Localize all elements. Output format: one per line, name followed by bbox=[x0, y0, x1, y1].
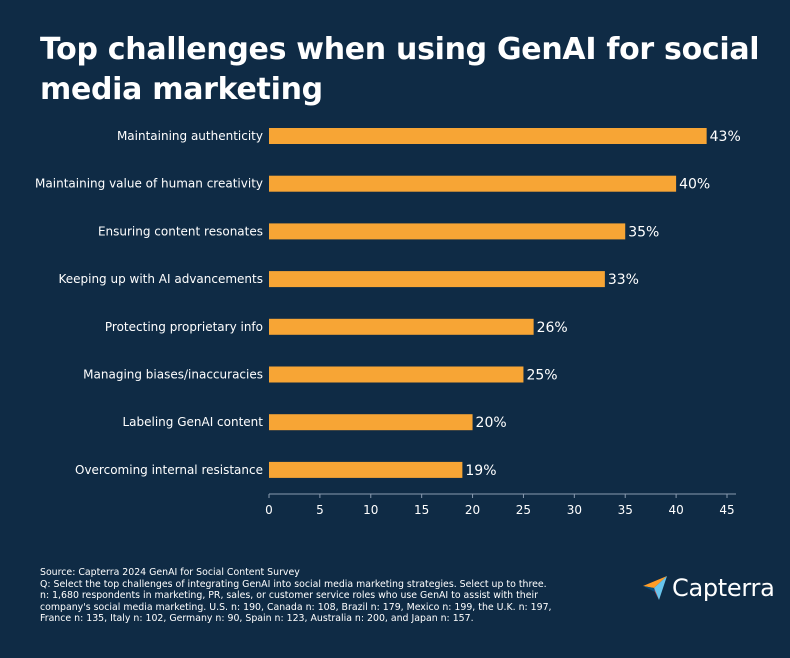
category-label: Keeping up with AI advancements bbox=[58, 272, 263, 286]
bar bbox=[269, 461, 463, 478]
data-label: 35% bbox=[628, 224, 659, 240]
x-tick-label: 5 bbox=[316, 503, 324, 517]
data-label: 43% bbox=[710, 129, 741, 145]
category-label: Managing biases/inaccuracies bbox=[83, 368, 263, 382]
x-tick-label: 20 bbox=[465, 503, 480, 517]
category-label: Maintaining authenticity bbox=[117, 129, 263, 143]
bar bbox=[269, 318, 534, 335]
bar bbox=[269, 128, 707, 144]
bar-chart: Maintaining authenticity 43% Maintaining v… bbox=[35, 128, 741, 517]
capterra-arrow-icon bbox=[643, 576, 667, 600]
chart-title: Top challenges when using GenAI for soci… bbox=[40, 32, 760, 107]
bar bbox=[269, 223, 626, 240]
data-label: 26% bbox=[537, 320, 568, 336]
category-label: Overcoming internal resistance bbox=[75, 463, 263, 477]
data-label: 19% bbox=[465, 463, 496, 479]
category-label: Ensuring content resonates bbox=[98, 224, 263, 238]
footer-notes: Source: Capterra 2024 GenAI for Social C… bbox=[40, 567, 580, 625]
bar bbox=[269, 366, 524, 383]
x-tick-label: 35 bbox=[618, 503, 633, 517]
data-label: 25% bbox=[526, 368, 557, 384]
category-label: Protecting proprietary info bbox=[105, 320, 263, 334]
question-note: Q: Select the top challenges of integrat… bbox=[40, 578, 547, 590]
category-label: Maintaining value of human creativity bbox=[35, 177, 263, 191]
x-tick-label: 45 bbox=[719, 503, 734, 517]
bar bbox=[269, 271, 605, 288]
x-tick-label: 15 bbox=[414, 503, 429, 517]
x-tick-label: 40 bbox=[668, 503, 683, 517]
x-tick-label: 30 bbox=[567, 503, 582, 517]
brand-name: Capterra bbox=[672, 574, 775, 602]
bar bbox=[269, 175, 677, 192]
x-tick-label: 0 bbox=[265, 503, 273, 517]
bar bbox=[269, 414, 473, 431]
x-tick-label: 10 bbox=[363, 503, 378, 517]
category-label: Labeling GenAI content bbox=[122, 415, 263, 429]
bars-layer: Maintaining authenticity 43% Maintaining v… bbox=[35, 128, 741, 479]
data-label: 33% bbox=[608, 272, 639, 288]
sample-note: n: 1,680 respondents in marketing, PR, s… bbox=[40, 590, 552, 625]
x-axis: 0 5 10 15 20 25 30 35 40 45 bbox=[265, 493, 736, 517]
x-tick-label: 25 bbox=[516, 503, 531, 517]
capterra-logo: Capterra bbox=[642, 574, 775, 602]
data-label: 40% bbox=[679, 177, 710, 193]
source-note: Source: Capterra 2024 GenAI for Social C… bbox=[40, 567, 300, 578]
data-label: 20% bbox=[476, 415, 507, 431]
